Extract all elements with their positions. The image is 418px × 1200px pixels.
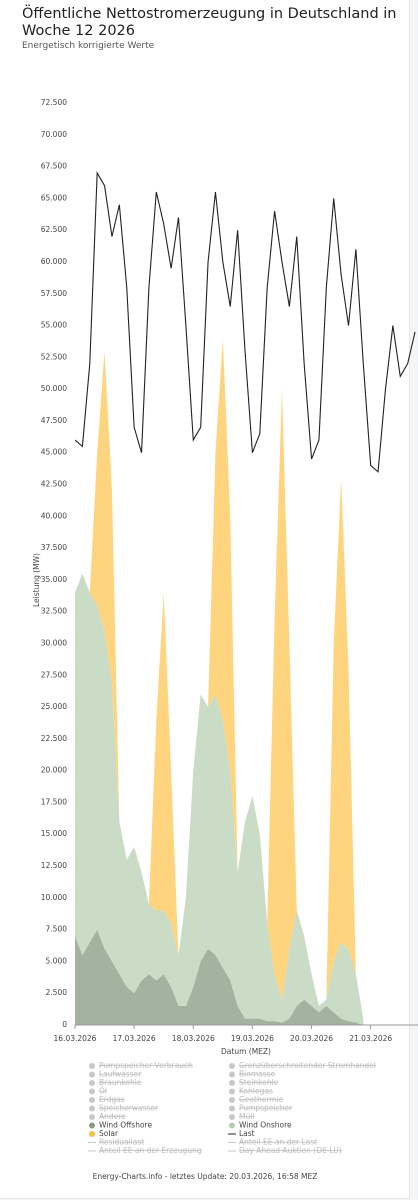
y-tick-label: 72.500 [41,98,67,107]
area [75,573,364,1025]
legend-marker [89,1122,95,1129]
y-tick-label: 60.000 [41,257,67,266]
y-tick-label: 42.500 [41,480,67,489]
y-tick-label: 10.000 [41,893,67,902]
y-tick-label: 15.000 [41,829,67,838]
x-axis-label: Datum (MEZ) [221,1047,271,1056]
chart-subtitle: Energetisch korrigierte Werte [22,41,155,51]
legend-marker [229,1063,235,1069]
legend-marker [229,1071,235,1078]
legend-label: Pumpspeicher [239,1104,293,1113]
y-tick-label: 45.000 [41,448,67,457]
y-tick-label: 65.000 [41,193,67,202]
y-tick-label: 30.000 [41,638,67,647]
legend-label: Pumpspeicher Verbrauch [99,1061,193,1070]
legend-label: Steinkohle [239,1078,279,1087]
x-tick-label: 21.03.2026 [349,1034,392,1043]
footer: Energy-Charts.info - letztes Update: 20.… [93,1172,318,1181]
legend-label: Öl [99,1087,107,1096]
area [75,338,364,1019]
legend-label: Grenzüberschreitender Stromhandel [239,1061,376,1070]
y-tick-label: 55.000 [41,321,67,330]
legend-label: Speicherwasser [99,1104,159,1113]
legend-label: Residuallast [99,1138,144,1147]
y-axis-label: Leistung (MW) [32,553,41,607]
y-tick-label: 47.500 [41,416,67,425]
legend-label: Day Ahead Auktion (DE-LU) [239,1146,342,1155]
legend-marker [229,1114,235,1120]
legend-marker [229,1097,235,1103]
legend-label: Biomasse [239,1070,276,1079]
legend-label: Last [239,1129,255,1138]
y-tick-label: 32.500 [41,607,67,616]
y-tick-label: 70.000 [41,130,67,139]
legend-label: Erdgas [99,1095,125,1104]
y-tick-label: 22.500 [41,734,67,743]
legend-label: Braunkohle [99,1078,142,1087]
x-tick-label: 19.03.2026 [231,1034,274,1043]
legend-marker [89,1071,95,1078]
legend-marker [89,1105,95,1112]
y-tick-label: 0 [62,1020,67,1029]
y-tick-label: 67.500 [41,162,67,171]
line [75,171,416,473]
legend-label: Müll [239,1112,254,1121]
y-tick-label: 57.500 [41,289,67,298]
y-tick-label: 5.000 [46,956,68,965]
legend-marker [89,1131,95,1137]
legend-label: Anteil EE an der Erzeugung [99,1146,202,1155]
legend-marker [89,1097,95,1103]
y-tick-label: 27.500 [41,670,67,679]
legend-marker [229,1122,235,1129]
y-tick-label: 62.500 [41,225,67,234]
y-tick-label: 20.000 [41,766,67,775]
y-tick-label: 12.500 [41,861,67,870]
legend-marker [89,1114,95,1120]
legend-marker [229,1105,235,1112]
legend-marker [89,1063,95,1069]
y-tick-label: 40.000 [41,511,67,520]
y-tick-label: 7.500 [46,925,68,934]
legend-label: Wind Offshore [99,1121,152,1130]
y-tick-label: 2.500 [46,988,68,997]
legend-label: Kohlegas [239,1087,273,1096]
legend-marker [89,1088,95,1095]
x-tick-label: 18.03.2026 [172,1034,215,1043]
legend-label: Solar [99,1129,119,1138]
y-tick-label: 17.500 [41,797,67,806]
y-tick-label: 50.000 [41,384,67,393]
y-tick-label: 25.000 [41,702,67,711]
legend-label: Geothermie [239,1095,284,1104]
plot [75,171,416,1025]
area [75,929,364,1025]
x-tick-label: 16.03.2026 [54,1034,97,1043]
legend-label: Wind Onshore [239,1121,292,1130]
x-tick-label: 20.03.2026 [290,1034,333,1043]
legend-marker [229,1080,235,1086]
y-tick-label: 35.000 [41,575,67,584]
legend-label: Andere [99,1112,126,1121]
legend-marker [229,1088,235,1095]
legend-marker [89,1080,95,1086]
legend-label: Laufwasser [99,1070,142,1079]
x-tick-label: 17.03.2026 [113,1034,156,1043]
y-tick-label: 52.500 [41,352,67,361]
legend-label: Anteil EE an der Last [239,1138,317,1147]
chart-title: Öffentliche Nettostromerzeugung in Deuts… [22,6,397,39]
y-tick-label: 37.500 [41,543,67,552]
